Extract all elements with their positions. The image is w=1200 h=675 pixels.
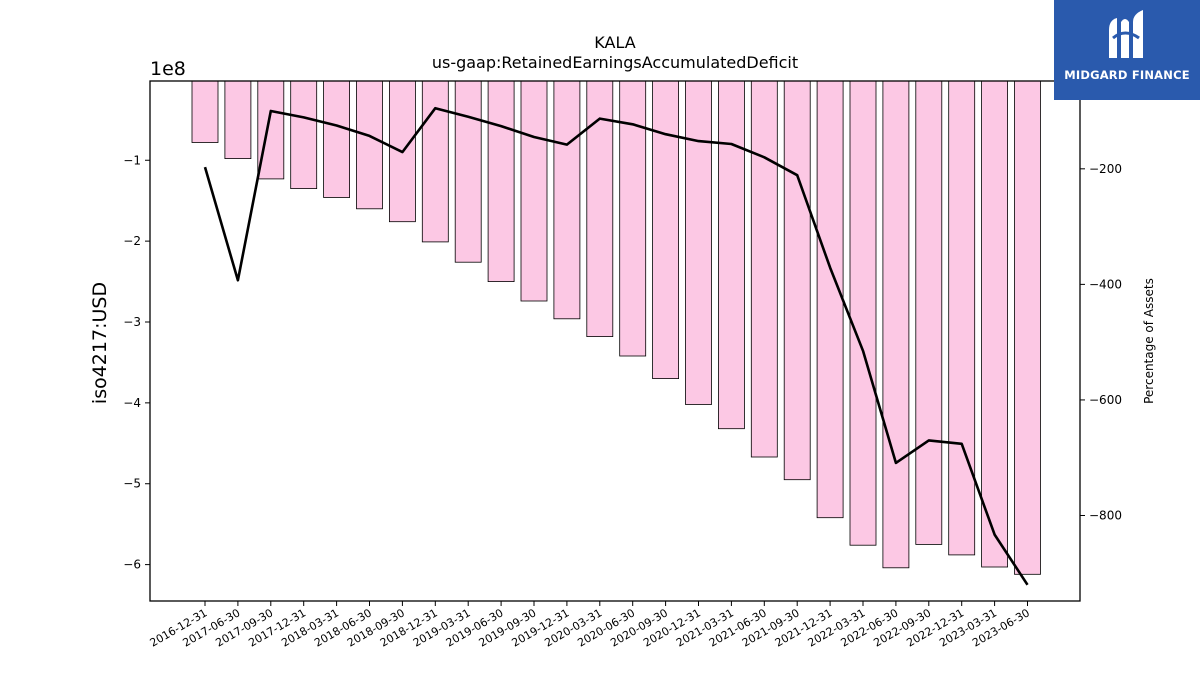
bar <box>421 80 449 243</box>
bars-group <box>191 80 1041 575</box>
y2-tick-label: −400 <box>1089 277 1122 291</box>
bar <box>553 80 581 320</box>
y2-tick-label: −600 <box>1089 393 1122 407</box>
bar <box>454 80 482 263</box>
bar <box>816 80 844 519</box>
brand-logo: MIDGARD FINANCE <box>1054 0 1200 100</box>
y2-tick-label: −200 <box>1089 162 1122 176</box>
bar <box>224 80 252 159</box>
y-axis-label: iso4217:USD <box>89 282 111 404</box>
y-tick-label: −1 <box>123 153 141 167</box>
bar <box>652 80 679 380</box>
bar <box>948 80 976 556</box>
y2-axis-label: Percentage of Assets <box>1142 278 1156 404</box>
logo-icon <box>1109 10 1143 58</box>
y-offset-label: 1e8 <box>150 58 186 80</box>
bar <box>520 80 548 302</box>
bar <box>981 80 1008 568</box>
bar <box>191 80 219 143</box>
bar <box>356 80 383 210</box>
logo-text: MIDGARD FINANCE <box>1064 68 1190 82</box>
bar <box>718 80 745 430</box>
bar <box>487 80 515 283</box>
bar <box>783 80 811 481</box>
chart-subtitle: us-gaap:RetainedEarningsAccumulatedDefic… <box>432 53 798 72</box>
y-tick-label: −6 <box>123 558 141 572</box>
y2-tick-label: −800 <box>1089 508 1122 522</box>
bar <box>685 80 712 405</box>
y-tick-label: −2 <box>123 234 141 248</box>
series-line <box>203 106 1029 586</box>
y-tick-label: −3 <box>123 315 141 329</box>
y-tick-label: −4 <box>123 396 141 410</box>
line-layer <box>203 106 1029 586</box>
bar <box>849 80 877 546</box>
bar <box>290 80 318 189</box>
plot-frame <box>149 80 1081 602</box>
bar <box>323 80 351 198</box>
bar <box>882 80 910 569</box>
bar <box>750 80 778 458</box>
bar <box>915 80 943 545</box>
y-tick-label: −5 <box>123 477 141 491</box>
chart-title: KALA <box>594 33 635 52</box>
bar <box>257 80 285 180</box>
bar <box>1014 80 1041 575</box>
